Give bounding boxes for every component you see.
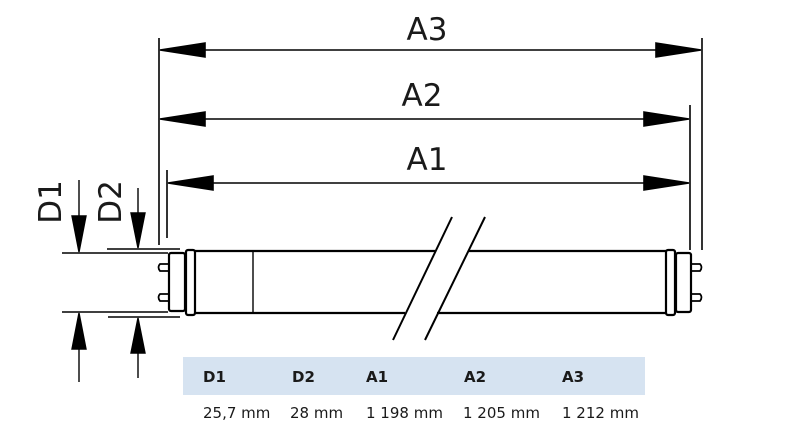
table-header-d2: D2 — [292, 368, 315, 386]
table-value-d1: 25,7 mm — [203, 404, 270, 422]
arrowhead-a3-left — [159, 42, 206, 58]
label-a1: A1 — [407, 142, 448, 178]
table-header-d1: D1 — [203, 368, 226, 386]
right-end-ring — [664, 248, 677, 317]
arrowhead-a1-right — [643, 175, 690, 191]
break-line-left — [392, 216, 453, 341]
table-header-row: D1 D2 A1 A2 A3 — [203, 368, 584, 386]
left-pin-top — [157, 263, 168, 272]
arrowhead-d2-bottom — [130, 317, 146, 354]
table-value-d2: 28 mm — [290, 404, 343, 422]
arrowhead-a2-left — [159, 111, 206, 127]
arrowhead-d1-top — [71, 215, 87, 253]
arrowhead-d1-bottom — [71, 312, 87, 350]
tube-body-right — [437, 249, 666, 315]
table-value-a1: 1 198 mm — [366, 404, 443, 422]
table-header-a3: A3 — [562, 368, 584, 386]
table-value-row: 25,7 mm 28 mm 1 198 mm 1 205 mm 1 212 mm — [203, 404, 639, 422]
table-value-a2: 1 205 mm — [463, 404, 540, 422]
table-header-a1: A1 — [366, 368, 388, 386]
right-end-cap — [674, 251, 693, 314]
table-header-background — [183, 357, 645, 395]
table-value-a3: 1 212 mm — [562, 404, 639, 422]
arrowhead-a3-right — [655, 42, 702, 58]
left-end-cap — [167, 251, 187, 313]
arrowhead-a1-left — [167, 175, 214, 191]
label-d2: D2 — [93, 180, 129, 224]
break-line-right — [424, 216, 486, 341]
label-d1: D1 — [33, 180, 69, 224]
label-a3: A3 — [407, 12, 448, 48]
right-pin-top — [692, 263, 703, 272]
label-a2: A2 — [402, 78, 443, 114]
arrowhead-d2-top — [130, 212, 146, 249]
fluorescent-tube — [157, 216, 703, 341]
right-pin-bottom — [692, 293, 703, 302]
tube-body-left — [195, 249, 435, 315]
arrowhead-a2-right — [643, 111, 690, 127]
left-end-ring — [184, 248, 197, 317]
table-header-a2: A2 — [464, 368, 486, 386]
left-pin-bottom — [157, 293, 168, 302]
